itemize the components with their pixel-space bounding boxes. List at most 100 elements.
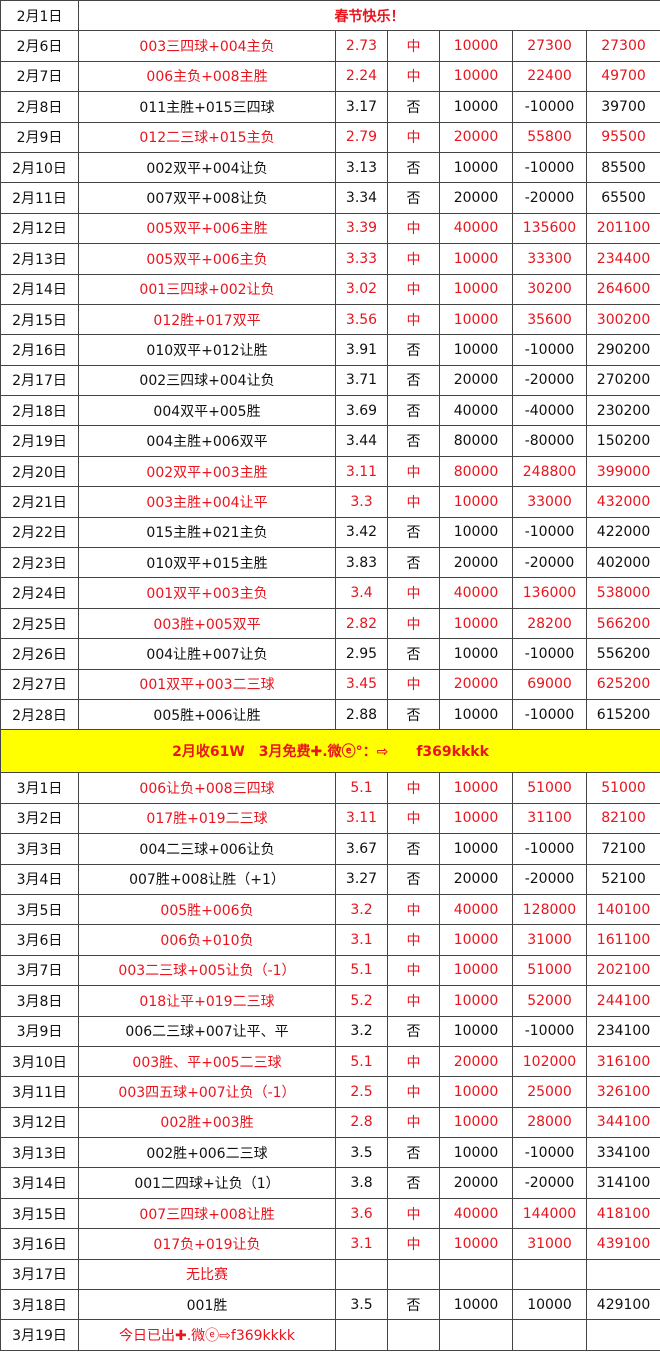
balance-cell: 202100 <box>585 954 660 987</box>
table-row: 3月2日 017胜+019二三球 3.11 中 10000 31100 82100 <box>0 802 660 835</box>
table-row: 3月18日 001胜 3.5 否 10000 10000 429100 <box>0 1289 660 1321</box>
stake-cell: 20000 <box>439 668 513 700</box>
balance-cell: 85500 <box>585 151 660 184</box>
date-cell: 2月28日 <box>0 698 79 731</box>
profit-cell: 22400 <box>512 60 587 93</box>
result-cell <box>387 1319 440 1351</box>
match-cell: 001二四球+让负（1） <box>78 1167 336 1199</box>
match-cell: 004双平+005胜 <box>78 395 336 427</box>
balance-cell: 399000 <box>585 455 660 488</box>
result-cell: 中 <box>387 668 440 700</box>
profit-cell: 136000 <box>512 577 587 609</box>
result-cell: 否 <box>387 863 440 895</box>
date-cell: 2月19日 <box>0 425 79 457</box>
profit-cell <box>512 1319 587 1351</box>
stake-cell: 10000 <box>439 1076 513 1108</box>
profit-cell: 33300 <box>512 243 587 275</box>
match-cell: 无比赛 <box>78 1258 336 1291</box>
stake-cell: 10000 <box>439 833 513 865</box>
match-cell: 007双平+008让负 <box>78 182 336 214</box>
odds-cell: 3.71 <box>335 364 388 397</box>
balance-cell: 429100 <box>585 1289 660 1321</box>
date-cell: 3月10日 <box>0 1045 79 1078</box>
profit-cell: 69000 <box>512 668 587 700</box>
profit-cell: -10000 <box>512 638 587 670</box>
odds-cell: 2.24 <box>335 60 388 93</box>
date-cell: 2月10日 <box>0 151 79 184</box>
date-cell: 2月22日 <box>0 516 79 549</box>
table-row: 3月6日 006负+010负 3.1 中 10000 31000 161100 <box>0 924 660 956</box>
stake-cell: 40000 <box>439 1197 513 1230</box>
profit-cell <box>512 1258 587 1291</box>
odds-cell: 3.13 <box>335 151 388 184</box>
stake-cell <box>439 1258 513 1291</box>
profit-cell: 31100 <box>512 802 587 835</box>
match-cell: 012胜+017双平 <box>78 303 336 336</box>
date-cell: 2月6日 <box>0 30 79 62</box>
profit-cell: 102000 <box>512 1045 587 1078</box>
result-cell: 中 <box>387 486 440 518</box>
table-row: 3月11日 003四五球+007让负（-1） 2.5 中 10000 25000 32610… <box>0 1076 660 1108</box>
stake-cell: 40000 <box>439 395 513 427</box>
balance-cell: 234400 <box>585 243 660 275</box>
match-cell: 002双平+003主胜 <box>78 455 336 488</box>
result-cell: 中 <box>387 303 440 336</box>
date-cell: 3月12日 <box>0 1106 79 1139</box>
promo-banner: 2月收61W 3月免费✚.微ⓔ°：⇨ f369kkkk <box>0 729 660 774</box>
table-row: 3月8日 018让平+019二三球 5.2 中 10000 52000 244100 <box>0 985 660 1017</box>
odds-cell: 3.2 <box>335 1015 388 1047</box>
balance-cell: 82100 <box>585 802 660 835</box>
result-cell: 中 <box>387 802 440 835</box>
odds-cell: 3.83 <box>335 547 388 579</box>
balance-cell: 326100 <box>585 1076 660 1108</box>
date-cell: 2月12日 <box>0 212 79 245</box>
result-cell: 否 <box>387 547 440 579</box>
result-cell: 否 <box>387 698 440 731</box>
match-cell: 004让胜+007让负 <box>78 638 336 670</box>
stake-cell: 10000 <box>439 772 513 804</box>
stake-cell <box>439 1319 513 1351</box>
profit-cell: -40000 <box>512 395 587 427</box>
result-cell: 中 <box>387 1197 440 1230</box>
balance-cell: 402000 <box>585 547 660 579</box>
odds-cell: 3.02 <box>335 273 388 305</box>
table-row: 3月16日 017负+019让负 3.1 中 10000 31000 439100 <box>0 1228 660 1260</box>
balance-cell: 556200 <box>585 638 660 670</box>
odds-cell: 5.2 <box>335 985 388 1017</box>
result-cell: 中 <box>387 1228 440 1260</box>
match-cell: 003三四球+004主负 <box>78 30 336 62</box>
odds-cell: 3.6 <box>335 1197 388 1230</box>
table-row: 3月4日 007胜+008让胜（+1） 3.27 否 20000 -20000 52100 <box>0 863 660 895</box>
profit-cell: 28200 <box>512 607 587 640</box>
match-cell: 004主胜+006双平 <box>78 425 336 457</box>
result-cell: 中 <box>387 455 440 488</box>
table-row: 2月14日 001三四球+002让负 3.02 中 10000 30200 264600 <box>0 273 660 305</box>
match-cell: 018让平+019二三球 <box>78 985 336 1017</box>
balance-cell: 316100 <box>585 1045 660 1078</box>
result-cell: 中 <box>387 954 440 987</box>
match-cell: 002三四球+004让负 <box>78 364 336 397</box>
stake-cell: 10000 <box>439 698 513 731</box>
profit-cell: -20000 <box>512 364 587 397</box>
date-cell: 3月4日 <box>0 863 79 895</box>
date-cell: 3月14日 <box>0 1167 79 1199</box>
result-cell: 中 <box>387 1045 440 1078</box>
stake-cell: 20000 <box>439 182 513 214</box>
odds-cell: 3.4 <box>335 577 388 609</box>
match-cell: 010双平+015主胜 <box>78 547 336 579</box>
balance-cell <box>585 1319 660 1351</box>
match-cell: 010双平+012让胜 <box>78 334 336 366</box>
stake-cell: 40000 <box>439 577 513 609</box>
table-row: 2月11日 007双平+008让负 3.34 否 20000 -20000 65500 <box>0 182 660 214</box>
date-cell: 3月19日 <box>0 1319 79 1351</box>
date-cell: 3月3日 <box>0 833 79 865</box>
balance-cell: 150200 <box>585 425 660 457</box>
table-row: 2月22日 015主胜+021主负 3.42 否 10000 -10000 422000 <box>0 516 660 549</box>
odds-cell: 3.5 <box>335 1137 388 1169</box>
odds-cell: 3.56 <box>335 303 388 336</box>
profit-cell: 31000 <box>512 1228 587 1260</box>
balance-cell: 51000 <box>585 772 660 804</box>
date-cell: 2月1日 <box>0 0 79 32</box>
odds-cell <box>335 1319 388 1351</box>
match-cell: 017胜+019二三球 <box>78 802 336 835</box>
